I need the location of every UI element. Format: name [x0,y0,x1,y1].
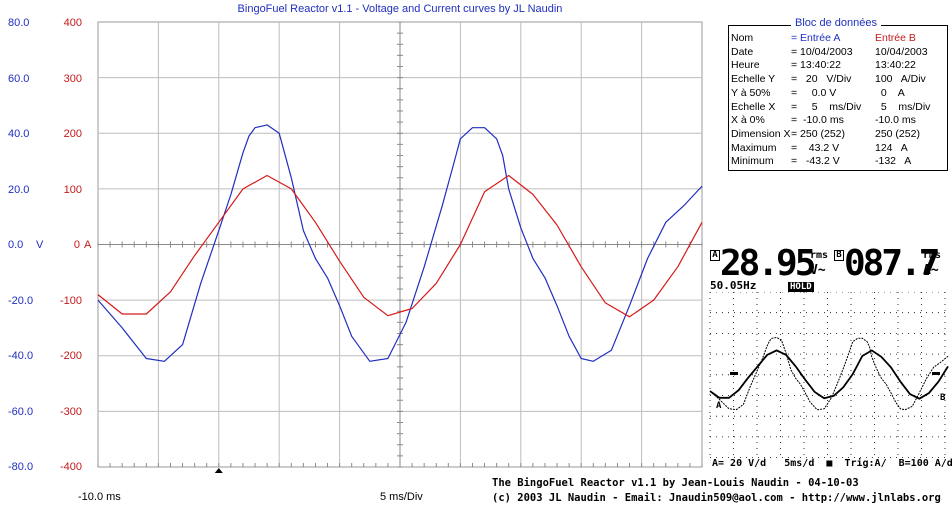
data-label: Y à 50% [731,86,771,99]
data-value-b: 5 ms/Div [875,100,931,113]
data-label: X à 0% [731,114,765,127]
x-scale-label: 5 ms/Div [380,491,423,503]
data-value-a: = 43.2 V [791,141,840,154]
data-row: Minimum = -43.2 V -132 A [731,155,945,169]
data-value-b: 0 A [875,86,905,99]
data-label: Date [731,45,754,58]
data-label: Nom [731,32,754,44]
data-block-title: Bloc de données [791,17,881,31]
axis-b-tick: -100 [60,295,83,307]
data-label: Dimension X [731,127,791,140]
scope-trace-area: AB [709,292,949,458]
scope-trace-b-label: B [940,393,946,403]
scope-ground-marker [730,372,738,375]
scope-rms-a: rms [810,250,829,261]
axis-b-tick: 200 [63,128,82,140]
scope-unit-b: A~ [923,263,939,278]
data-value-a: = 20 V/Div [791,73,852,86]
scope-value-b: 087.7 [844,243,940,284]
data-label: Echelle X [731,100,776,113]
data-value-b: 100 A/Div [875,73,926,86]
data-row: Heure = 13:40:22 13:40:22 [731,59,945,73]
data-row: Dimension X = 250 (252) 250 (252) [731,128,945,142]
data-block-table: Nom = Entrée A Entrée B Date = 10/04/2003 10… [731,32,945,169]
scope-channel-b-badge: B [834,250,844,261]
x-start-label: -10.0 ms [78,491,121,503]
data-label: Maximum [731,141,777,154]
data-row: Maximum = 43.2 V 124 A [731,142,945,156]
data-value-a: = 10/04/2003 [791,45,853,58]
data-label: Echelle Y [731,73,776,86]
axis-b-unit: A [84,239,92,251]
data-label: Heure [731,59,760,72]
data-value-a: = 13:40:22 [791,59,841,72]
scope-trace-b [709,349,949,400]
data-row: Nom = Entrée A Entrée B [731,32,945,46]
data-value-b: 13:40:22 [875,59,916,72]
scope-trace-a-label: A [716,401,722,411]
data-value-b: 124 A [875,141,908,154]
scope-ground-marker [932,372,940,375]
scope-unit-a: V~ [810,263,826,278]
data-row: Echelle X = 5 ms/Div 5 ms/Div [731,101,945,115]
data-value-a: = -43.2 V [791,155,840,168]
credit-line-2: (c) 2003 JL Naudin - Email: Jnaudin509@a… [492,492,941,504]
axis-b-tick: -300 [60,406,83,418]
axis-a-tick: -40.0 [8,350,34,362]
data-label: Minimum [731,155,774,168]
scope-frequency: 50.05Hz [710,279,757,292]
axis-b-tick: 100 [63,184,82,196]
trigger-marker [214,468,223,473]
data-value-b: Entrée B [875,32,916,44]
axis-a-tick: 60.0 [8,73,30,85]
axis-a-tick: -80.0 [8,461,34,473]
axis-b-tick: 400 [63,17,82,29]
series-line-a [97,124,703,362]
axis-b-tick: 0 [73,239,80,251]
axis-a-tick: -60.0 [8,406,34,418]
axis-b-tick: 300 [63,73,82,85]
data-row: Y à 50% = 0.0 V 0 A [731,87,945,101]
axis-a-tick: 20.0 [8,184,30,196]
data-value-a: = 0.0 V [791,86,837,99]
handheld-scope-display: A 28.95 rms V~ B 087.7 rms A~ 50.05Hz HO… [706,244,952,472]
axis-a-tick: 0.0 [8,239,24,251]
data-row: Echelle Y = 20 V/Div 100 A/Div [731,73,945,87]
axis-a-tick: -20.0 [8,295,34,307]
data-value-b: -10.0 ms [875,114,916,127]
data-value-b: 10/04/2003 [875,45,928,58]
data-row: Date = 10/04/2003 10/04/2003 [731,46,945,60]
data-value-a: = -10.0 ms [791,114,844,127]
data-block: Bloc de données Nom = Entrée A Entrée B Da… [728,17,948,171]
scope-value-a: 28.95 [720,243,816,284]
axis-a-tick: 40.0 [8,128,30,140]
axis-a-unit: V [36,239,44,251]
series-line-b [97,174,703,318]
scope-status-bar: A= 20 V/d 5ms/d ■ Trig:A/ B=100 A/d [712,458,952,469]
axis-b-tick: -400 [60,461,83,473]
chart-title: BingoFuel Reactor v1.1 - Voltage and Cur… [237,3,563,15]
data-value-a: = 5 ms/Div [791,100,862,113]
scope-rms-b: rms [923,250,942,261]
data-value-a: = 250 (252) [791,127,845,140]
data-value-b: 250 (252) [875,127,920,140]
axis-a-tick: 80.0 [8,17,30,29]
data-row: X à 0% = -10.0 ms -10.0 ms [731,114,945,128]
scope-hold-indicator: HOLD [788,282,814,292]
scope-trace-a [709,336,949,411]
data-value-a: = Entrée A [791,32,841,44]
axis-b-tick: -200 [60,350,83,362]
credit-line-1: The BingoFuel Reactor v1.1 by Jean-Louis… [492,477,859,489]
scope-channel-a-badge: A [710,250,720,261]
data-value-b: -132 A [875,155,912,168]
